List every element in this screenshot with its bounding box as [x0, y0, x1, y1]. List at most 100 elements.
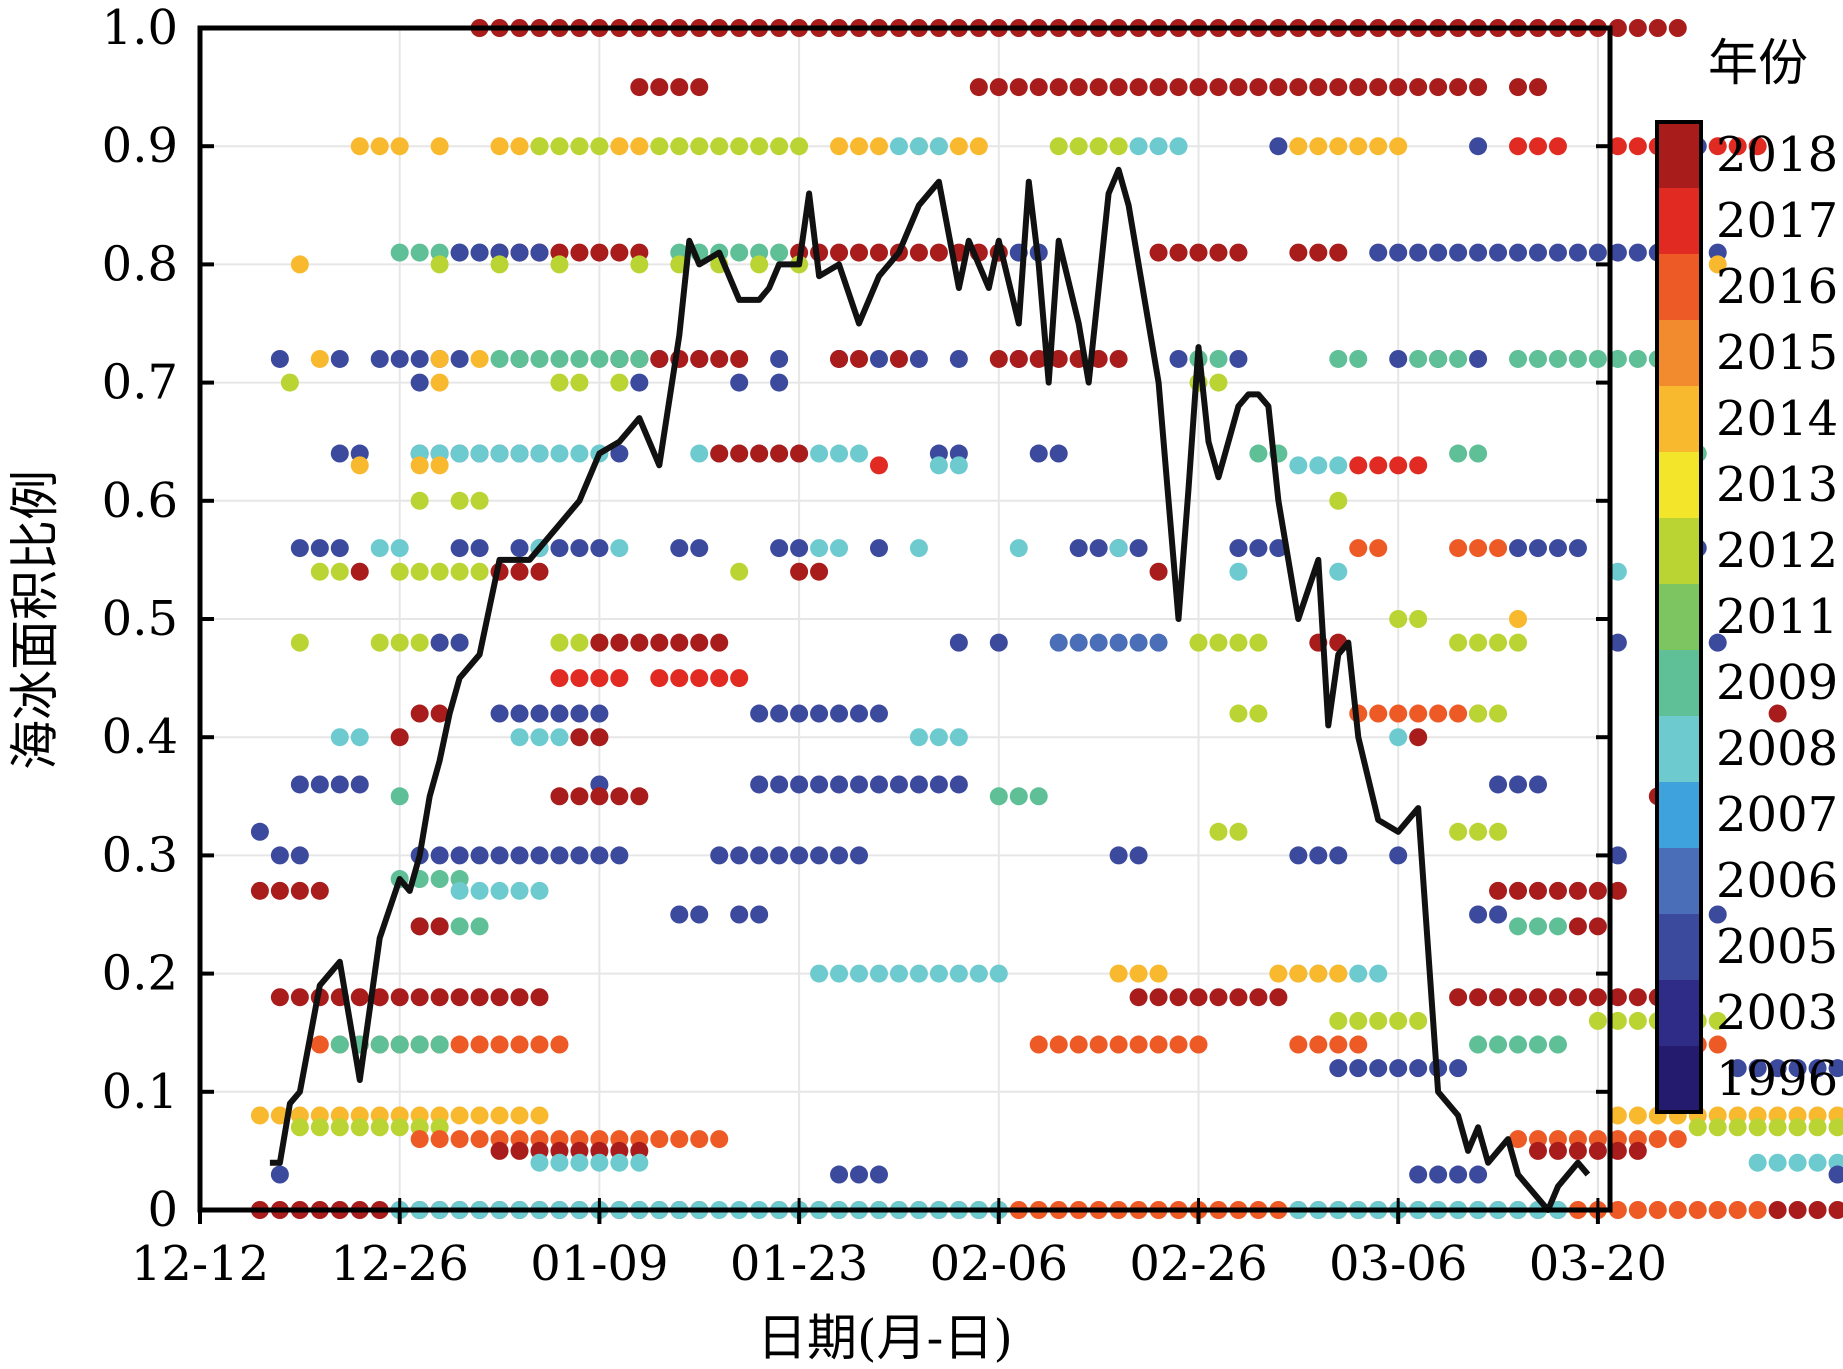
data-point-2018 [1548, 988, 1567, 1007]
data-point-2005 [830, 704, 849, 723]
colorbar-label: 2017 [1716, 193, 1838, 249]
data-point-2018 [510, 562, 529, 581]
data-point-2005 [550, 846, 569, 865]
data-point-2005 [470, 539, 489, 558]
data-point-2008 [929, 964, 948, 983]
data-point-2017 [1509, 137, 1528, 156]
data-point-2005 [1489, 775, 1508, 794]
data-point-2012 [550, 633, 569, 652]
data-point-2009 [550, 349, 569, 368]
data-point-2017 [1748, 137, 1767, 156]
data-point-2005 [270, 846, 289, 865]
data-point-2005 [450, 539, 469, 558]
data-point-2016 [1189, 1035, 1208, 1054]
data-point-2005 [830, 846, 849, 865]
data-point-2008 [530, 881, 549, 900]
data-point-2016 [1129, 1035, 1148, 1054]
data-point-2012 [1329, 1011, 1348, 1030]
data-point-2018 [430, 917, 449, 936]
data-point-2016 [1349, 539, 1368, 558]
data-point-2016 [1309, 1035, 1328, 1054]
colorbar-label: 2005 [1716, 919, 1838, 975]
data-point-2005 [1089, 539, 1108, 558]
data-point-2018 [250, 881, 269, 900]
data-point-2005 [1129, 539, 1148, 558]
data-point-2005 [850, 704, 869, 723]
data-point-2005 [1568, 243, 1587, 262]
data-point-2008 [869, 964, 888, 983]
y-axis-ticks: 0 0.1 0.2 0.3 0.4 0.5 0.6 0.7 0.8 0.9 1.0 [102, 0, 1610, 1238]
data-point-2018 [1109, 78, 1128, 97]
data-point-2009 [1469, 444, 1488, 463]
data-point-2018 [1089, 78, 1108, 97]
data-point-2018 [1509, 78, 1528, 97]
data-point-2018 [1568, 917, 1587, 936]
data-point-2012 [1489, 633, 1508, 652]
data-point-2005 [330, 775, 349, 794]
data-point-2005 [770, 349, 789, 368]
data-point-2008 [929, 728, 948, 747]
colorbar-swatch [1657, 782, 1701, 849]
colorbar-label: 2018 [1716, 127, 1838, 183]
data-point-2008 [470, 444, 489, 463]
data-point-2018 [610, 243, 629, 262]
data-point-2005 [570, 846, 589, 865]
data-point-2008 [810, 539, 829, 558]
data-point-2018 [570, 243, 589, 262]
data-point-2012 [1229, 822, 1248, 841]
data-point-2018 [1209, 988, 1228, 1007]
data-point-2009 [1249, 444, 1268, 463]
data-point-2009 [510, 349, 529, 368]
data-point-2005 [1768, 1059, 1787, 1078]
data-point-2005 [1389, 243, 1408, 262]
data-point-2009 [1528, 1035, 1547, 1054]
data-point-2009 [430, 1035, 449, 1054]
data-point-2008 [830, 444, 849, 463]
data-point-2012 [1768, 1118, 1787, 1137]
data-point-2008 [570, 444, 589, 463]
data-point-2018 [730, 349, 749, 368]
data-point-2016 [450, 1130, 469, 1149]
data-point-2005 [1389, 1059, 1408, 1078]
colorbar-swatch [1657, 320, 1701, 387]
data-point-2018 [1528, 78, 1547, 97]
data-point-2012 [1209, 633, 1228, 652]
data-point-2018 [1209, 243, 1228, 262]
data-point-2016 [1349, 1035, 1368, 1054]
data-point-2018 [830, 243, 849, 262]
data-point-2018 [570, 728, 589, 747]
data-point-2009 [1509, 349, 1528, 368]
colorbar-label: 2016 [1716, 259, 1838, 315]
data-point-2012 [450, 491, 469, 510]
data-point-2018 [850, 349, 869, 368]
data-point-2018 [1409, 78, 1428, 97]
data-point-2012 [710, 137, 729, 156]
data-point-2005 [810, 846, 829, 865]
data-point-2018 [630, 78, 649, 97]
data-point-2018 [1329, 243, 1348, 262]
data-point-2008 [850, 964, 869, 983]
data-point-2005 [450, 846, 469, 865]
data-point-2012 [570, 633, 589, 652]
data-point-2018 [1469, 78, 1488, 97]
data-point-2016 [310, 1035, 329, 1054]
data-point-2018 [1668, 19, 1687, 37]
data-point-2018 [1588, 1141, 1607, 1160]
data-point-2005 [590, 704, 609, 723]
data-point-2018 [1608, 19, 1627, 37]
data-point-2012 [550, 373, 569, 392]
data-point-2012 [1229, 633, 1248, 652]
data-point-2008 [1369, 964, 1388, 983]
data-point-2016 [430, 1130, 449, 1149]
data-point-2016 [1409, 704, 1428, 723]
data-point-2008 [1788, 1153, 1807, 1172]
data-point-2008 [929, 137, 948, 156]
data-point-2016 [1469, 539, 1488, 558]
data-point-2012 [650, 137, 669, 156]
data-point-2014 [430, 349, 449, 368]
data-point-2018 [1528, 881, 1547, 900]
colorbar-label: 2003 [1716, 985, 1838, 1041]
colorbar-label: 2008 [1716, 721, 1838, 777]
data-point-2009 [770, 243, 789, 262]
data-point-2014 [1289, 964, 1308, 983]
